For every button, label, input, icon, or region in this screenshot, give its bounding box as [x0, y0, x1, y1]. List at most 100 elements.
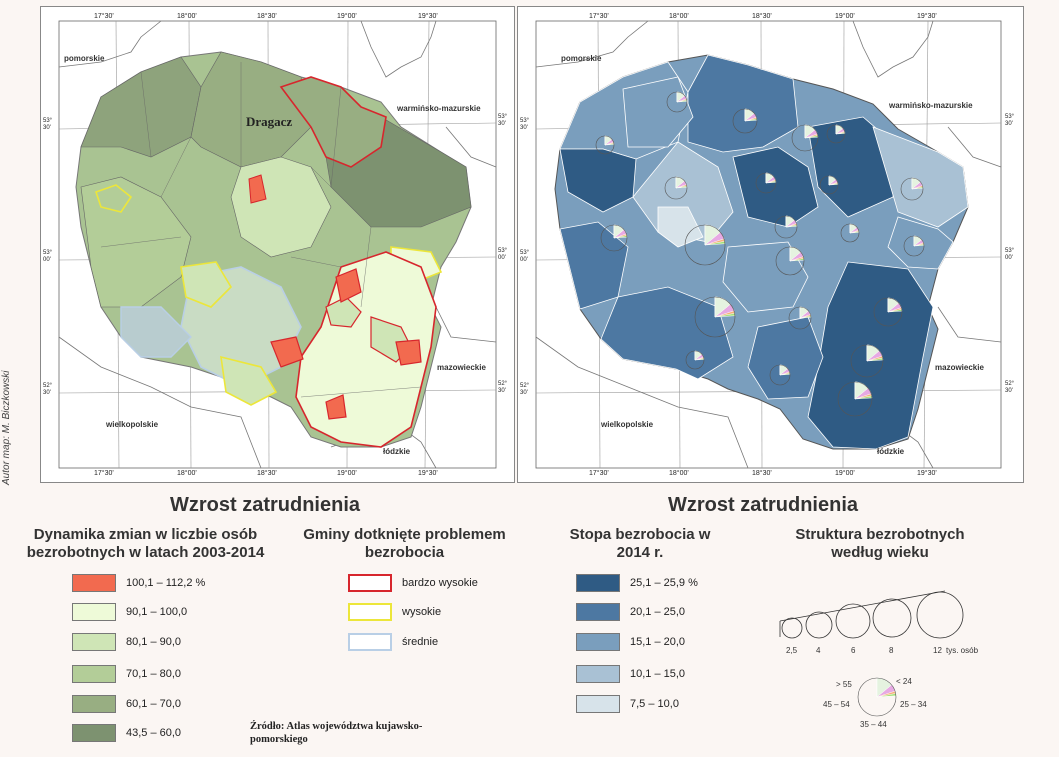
- lon-tick: 18°30': [257, 470, 277, 477]
- problem-swatch: [348, 574, 392, 592]
- pie-outline: [774, 215, 798, 239]
- region-label-pomorskie: pomorskie: [561, 54, 602, 63]
- problem-legend-item: bardzo wysokie: [348, 574, 478, 592]
- rate-legend-label: 20,1 – 25,0: [630, 606, 686, 618]
- author-text: Autor map: M. Biczkowski: [1, 370, 12, 485]
- fill-legend-label: 100,1 – 112,2 %: [126, 577, 206, 589]
- size-circle: [835, 603, 871, 639]
- fill-legend-item: 43,5 – 60,0: [72, 724, 181, 742]
- rate-swatch: [576, 574, 620, 592]
- problem-legend-item: średnie: [348, 633, 438, 651]
- fill-swatch: [72, 603, 116, 621]
- pie-outline: [595, 135, 615, 155]
- pie-outline: [857, 677, 897, 717]
- pie-outline: [819, 175, 839, 195]
- fill-legend-item: 80,1 – 90,0: [72, 633, 181, 651]
- pie-outline: [826, 124, 846, 144]
- lon-tick: 19°00': [337, 470, 357, 477]
- region-label-wielkopolskie: wielkopolskie: [106, 420, 159, 429]
- fill-legend-item: 100,1 – 112,2 %: [72, 574, 205, 592]
- rate-swatch: [576, 695, 620, 713]
- region-label-mazowieckie: mazowieckie: [935, 363, 984, 372]
- fill-legend-label: 60,1 – 70,0: [126, 698, 182, 710]
- map-right-labels: 17°30' 18°00' 18°30' 19°00' 19°30' 17°30…: [517, 6, 1022, 481]
- age-label: > 55: [836, 680, 852, 689]
- rate-swatch: [576, 603, 620, 621]
- fill-legend-label: 90,1 – 100,0: [126, 606, 188, 618]
- fill-legend-label: 70,1 – 80,0: [126, 668, 182, 680]
- fill-swatch: [72, 574, 116, 592]
- rate-legend-label: 25,1 – 25,9 %: [630, 577, 698, 589]
- lon-tick: 18°00': [669, 470, 689, 477]
- rate-legend-item: 10,1 – 15,0: [576, 665, 685, 683]
- lon-tick: 19°30': [917, 470, 937, 477]
- lon-tick: 18°00': [669, 13, 689, 20]
- problem-legend-label: bardzo wysokie: [402, 577, 478, 589]
- pie-outline: [775, 246, 805, 276]
- fill-legend-item: 90,1 – 100,0: [72, 603, 187, 621]
- lon-tick: 18°00': [177, 470, 197, 477]
- pie-outline: [791, 124, 819, 152]
- size-unit: tys. osób: [946, 646, 979, 655]
- lat-tick: 52° 30': [1005, 381, 1015, 394]
- pie-layer: [595, 91, 925, 417]
- lon-tick: 17°30': [589, 13, 609, 20]
- pie-outline: [769, 364, 791, 386]
- region-label-mazowieckie: mazowieckie: [437, 363, 486, 372]
- lon-tick: 17°30': [589, 470, 609, 477]
- size-circle: [916, 591, 964, 639]
- lat-tick: 53° 00': [43, 250, 53, 263]
- size-label: 8: [889, 646, 894, 655]
- size-label: 2,5: [786, 646, 798, 655]
- pie-outline: [873, 297, 903, 327]
- rate-legend-label: 7,5 – 10,0: [630, 698, 679, 710]
- lon-tick: 18°30': [752, 470, 772, 477]
- lon-tick: 19°00': [337, 13, 357, 20]
- region-label-pomorskie: pomorskie: [64, 54, 105, 63]
- rate-legend-item: 7,5 – 10,0: [576, 695, 679, 713]
- rate-legend-item: 25,1 – 25,9 %: [576, 574, 698, 592]
- pie-outline: [900, 177, 924, 201]
- source-note: Źródło: Atlas województwa kujawsko-pomor…: [250, 721, 423, 745]
- fill-legend-label: 43,5 – 60,0: [126, 727, 182, 739]
- region-label-warminsko: warmińsko-mazurskie: [889, 101, 973, 110]
- pie-outline: [685, 350, 705, 370]
- map-left: [40, 6, 515, 483]
- size-circle: [805, 611, 833, 639]
- problem-swatch: [348, 603, 392, 621]
- pie-outline: [664, 176, 688, 200]
- pie-outline: [600, 224, 628, 252]
- lon-tick: 19°30': [917, 13, 937, 20]
- age-label: 35 – 44: [860, 720, 887, 729]
- lon-tick: 18°00': [177, 13, 197, 20]
- lat-tick: 52° 30': [498, 381, 508, 394]
- fill-legend-item: 70,1 – 80,0: [72, 665, 181, 683]
- structure-title: Struktura bezrobotnych według wieku: [795, 526, 965, 561]
- lat-tick: 52° 30': [520, 383, 530, 396]
- age-pie-legend: [857, 677, 897, 717]
- rate-legend-item: 20,1 – 25,0: [576, 603, 685, 621]
- pie-outline: [837, 381, 873, 417]
- lat-tick: 53° 30': [43, 118, 53, 131]
- problem-legend-label: średnie: [402, 636, 439, 648]
- size-label: 12: [933, 646, 942, 655]
- problem-swatch: [348, 633, 392, 651]
- region-label-lodzkie: łódzkie: [383, 447, 411, 456]
- pie-outline: [788, 306, 812, 330]
- rate-legend-item: 15,1 – 20,0: [576, 633, 685, 651]
- lon-tick: 17°30': [94, 13, 114, 20]
- problem-legend-label: wysokie: [402, 606, 442, 618]
- right-title: Wzrost zatrudnienia: [668, 494, 859, 516]
- age-label: 25 – 34: [900, 700, 927, 709]
- author-credit: Autor map: M. Biczkowski: [0, 360, 14, 485]
- lat-tick: 53° 30': [520, 118, 530, 131]
- pie-outline: [694, 296, 736, 338]
- problem-legend-item: wysokie: [348, 603, 441, 621]
- lat-tick: 53° 00': [1005, 248, 1015, 261]
- map-left-labels: 17°30' 18°00' 18°30' 19°00' 19°30' 17°30…: [40, 6, 513, 481]
- lon-tick: 19°00': [835, 13, 855, 20]
- age-label: 45 – 54: [823, 700, 850, 709]
- age-label: < 24: [896, 677, 912, 686]
- lon-tick: 18°30': [257, 13, 277, 20]
- rate-legend-label: 15,1 – 20,0: [630, 636, 686, 648]
